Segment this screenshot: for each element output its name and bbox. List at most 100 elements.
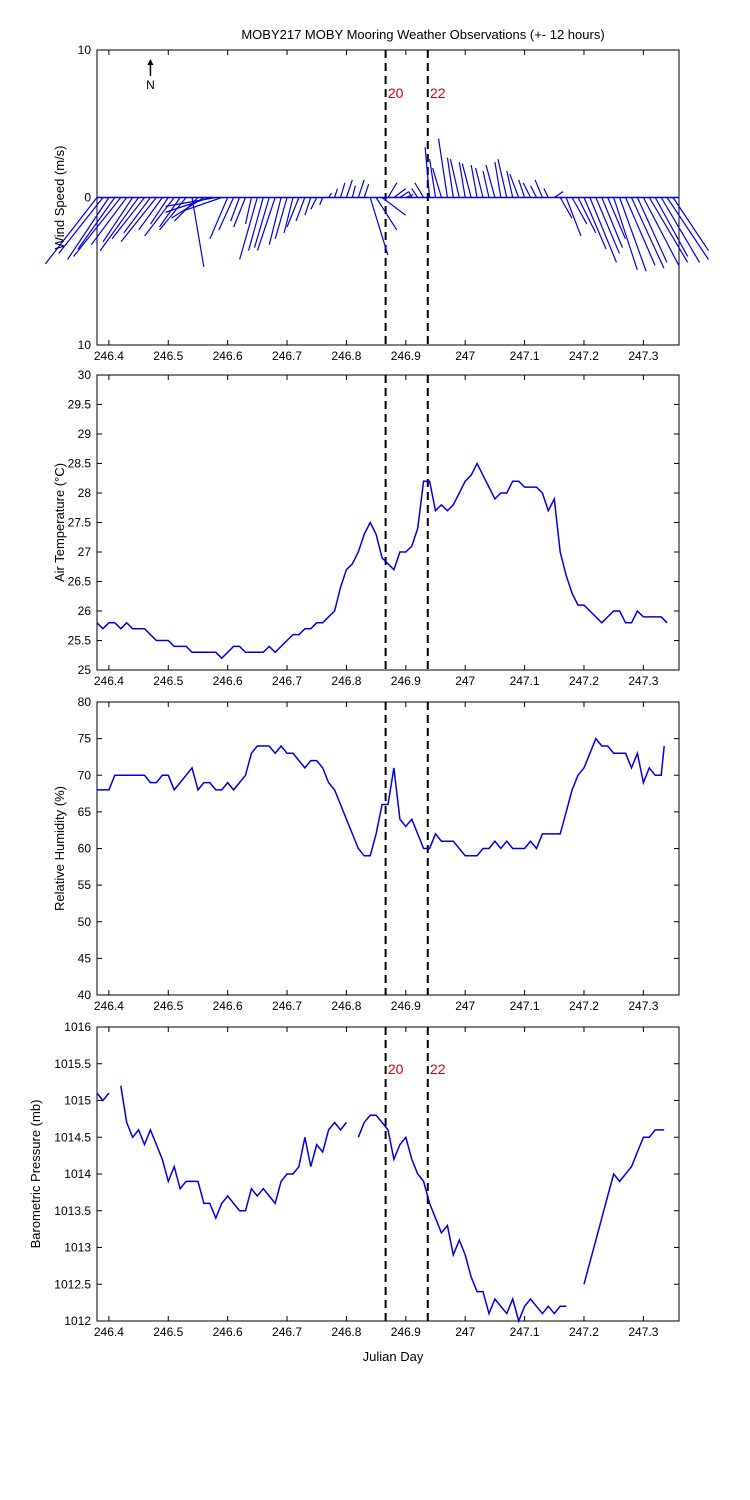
y-tick-label: 29.5 <box>68 398 92 412</box>
humidity-frame <box>96 701 680 996</box>
north-arrow-head-icon <box>147 59 154 65</box>
wind-vector <box>67 197 110 260</box>
y-tick-label: 27 <box>78 545 92 559</box>
wind-vector <box>494 162 502 198</box>
wind-vector <box>295 197 306 222</box>
humidity-y-axis-label: Relative Humidity (%) <box>52 786 67 911</box>
wind-vector <box>123 197 151 234</box>
y-tick-label: 80 <box>78 695 92 709</box>
wind-vector <box>209 197 229 240</box>
y-tick-label: 1013.5 <box>54 1204 91 1218</box>
wind-vector <box>90 197 128 246</box>
y-tick-label: 1012 <box>64 1314 91 1328</box>
wind-vector <box>636 197 668 263</box>
x-tick-label: 246.4 <box>94 674 124 688</box>
x-tick-label: 247.3 <box>628 674 658 688</box>
wind-vector <box>589 197 618 263</box>
wind-vector <box>144 197 175 237</box>
wind-vector <box>411 188 419 198</box>
airtemp-panel: 246.4 246.5 246.6 246.7 246.8 246.9 247 247.1 24… <box>52 368 680 688</box>
y-tick-label: 75 <box>78 732 92 746</box>
wind-vector <box>239 197 258 260</box>
wind-vector <box>595 197 621 254</box>
x-tick-label: 246.8 <box>331 349 361 363</box>
x-tick-label: 247.2 <box>569 349 599 363</box>
y-tick-label: 40 <box>78 988 92 1002</box>
y-tick-label: 0 <box>84 191 91 205</box>
wind-vector <box>102 197 134 243</box>
y-tick-label: 25 <box>78 663 92 677</box>
wind-vector <box>583 197 607 250</box>
wind-panel: 246.4 246.5 246.6 246.7 246.8 246.9 247 247.1 24… <box>44 43 709 363</box>
marker-label: 22 <box>430 1061 446 1077</box>
x-tick-label: 246.7 <box>272 674 302 688</box>
wind-vector <box>304 197 312 216</box>
wind-vector <box>58 197 104 254</box>
x-tick-label: 246.4 <box>94 349 124 363</box>
wind-vector <box>310 197 318 210</box>
wind-vector <box>437 138 448 198</box>
wind-vector <box>446 157 454 198</box>
airtemp-y-axis-label: Air Temperature (°C) <box>52 463 67 582</box>
y-tick-label: 65 <box>78 805 92 819</box>
x-tick-label: 246.4 <box>94 999 124 1013</box>
x-tick-label: 246.5 <box>153 999 183 1013</box>
wind-vector <box>333 188 339 198</box>
wind-vector <box>432 167 443 198</box>
x-tick-label: 246.9 <box>391 349 421 363</box>
x-tick-label: 247.1 <box>510 349 540 363</box>
wind-vector <box>470 164 478 198</box>
y-tick-label: 1014.5 <box>54 1130 91 1144</box>
x-tick-label: 247.3 <box>628 349 658 363</box>
wind-vector <box>283 197 294 234</box>
wind-vector <box>328 192 333 198</box>
humidity-panel: 246.4 246.5 246.6 246.7 246.8 246.9 247 247.1 24… <box>52 695 680 1013</box>
wind-vector <box>424 147 431 198</box>
wind-vector <box>461 163 472 198</box>
wind-vector <box>274 197 288 239</box>
wind-vector <box>429 159 437 198</box>
wind-vector <box>73 197 122 257</box>
wind-vector <box>191 197 205 267</box>
wind-vector <box>485 164 496 198</box>
x-tick-label: 246.6 <box>213 1325 243 1339</box>
airtemp-series-line <box>96 461 668 660</box>
x-tick-label: 246.8 <box>331 999 361 1013</box>
x-tick-label: 247.3 <box>628 1325 658 1339</box>
wind-vector <box>565 197 582 237</box>
pressure-y-axis-label: Barometric Pressure (mb) <box>28 1100 43 1249</box>
x-tick-label: 246.9 <box>391 674 421 688</box>
wind-vector <box>159 197 181 228</box>
y-tick-label: 10 <box>78 43 92 57</box>
wind-vector <box>369 197 389 256</box>
pressure-series-line <box>357 1114 567 1324</box>
x-tick-label: 247.2 <box>569 1325 599 1339</box>
y-tick-label: 25.5 <box>68 634 92 648</box>
wind-vector <box>654 197 689 257</box>
y-tick-label: 1015.5 <box>54 1057 91 1071</box>
wind-vector <box>672 197 709 251</box>
y-tick-label: 45 <box>78 951 92 965</box>
wind-vector <box>648 197 689 263</box>
y-tick-label: 29 <box>78 427 92 441</box>
x-tick-label: 246.6 <box>213 674 243 688</box>
airtemp-frame <box>96 374 680 671</box>
wind-vector <box>44 197 98 265</box>
wind-vector <box>351 185 356 198</box>
x-tick-label: 246.7 <box>272 999 302 1013</box>
x-tick-label: 247 <box>455 349 475 363</box>
y-tick-label: 1015 <box>64 1094 91 1108</box>
wind-vector <box>286 197 300 228</box>
chart-panels: 246.4 246.5 246.6 246.7 246.8 246.9 247 247.1 24… <box>28 43 709 1339</box>
wind-vector <box>363 184 370 198</box>
wind-vector <box>408 191 413 198</box>
wind-vector <box>77 197 116 250</box>
x-tick-label: 247.1 <box>510 999 540 1013</box>
marker-label: 20 <box>388 1061 404 1077</box>
y-tick-label: 1013 <box>64 1241 91 1255</box>
wind-vector <box>405 193 414 199</box>
wind-vector <box>518 179 526 198</box>
y-tick-label: 1014 <box>64 1167 91 1181</box>
pressure-panel: 246.4 246.5 246.6 246.7 246.8 246.9 247 247.1 24… <box>28 1020 680 1339</box>
x-tick-label: 246.5 <box>153 674 183 688</box>
